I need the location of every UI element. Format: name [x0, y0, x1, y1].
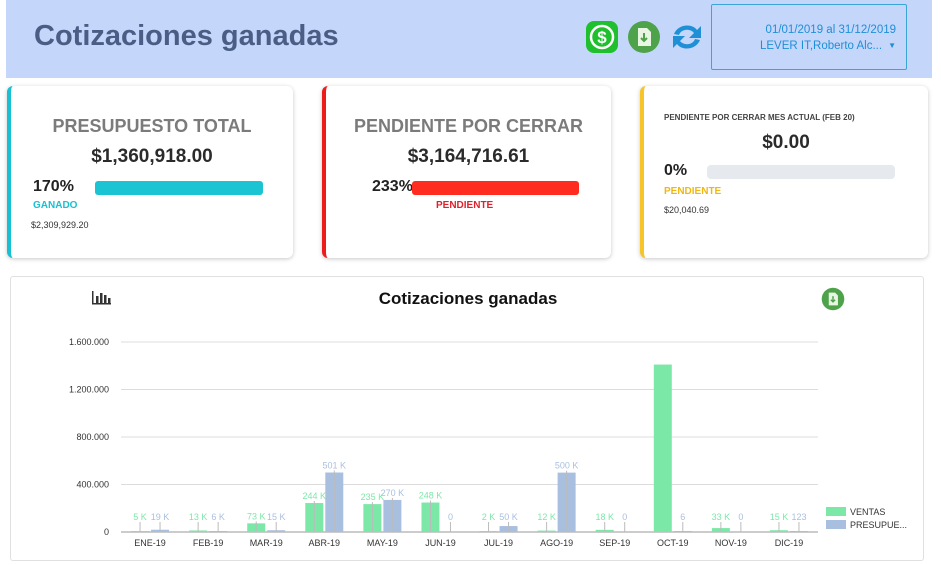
card-percent: 0%: [664, 162, 688, 179]
y-tick-label: 400.000: [76, 480, 109, 490]
data-label: 2 K: [482, 512, 496, 522]
date-filter-dropdown[interactable]: 01/01/2019 al 31/12/2019 LEVER IT,Robert…: [711, 4, 907, 70]
chart-card: Cotizaciones ganadas 0 400.000 800.000 1.20…: [10, 276, 924, 561]
data-label: 5 K: [133, 512, 147, 522]
chart-title: Cotizaciones ganadas: [378, 289, 558, 308]
svg-text:$: $: [597, 28, 607, 47]
status-label: PENDIENTE: [664, 186, 722, 197]
download-file-icon[interactable]: [821, 287, 845, 311]
card-percent: 170%: [33, 178, 74, 195]
data-label: 73 K: [247, 511, 266, 521]
card-title: PENDIENTE POR CERRAR MES ACTUAL (FEB 20): [664, 113, 855, 122]
y-tick-label: 0: [104, 527, 109, 537]
x-tick-label: MAR-19: [250, 538, 283, 548]
data-label: 33 K: [712, 512, 731, 522]
x-tick-label: ABR-19: [309, 538, 341, 548]
card-title: PRESUPUESTO TOTAL: [52, 116, 252, 136]
progress-bar: [95, 181, 263, 195]
refresh-icon[interactable]: [670, 20, 704, 54]
legend-swatch: [826, 507, 846, 516]
x-tick-label: FEB-19: [193, 538, 224, 548]
progress-bar-track: [707, 165, 895, 179]
user-filter: LEVER IT,Roberto Alc...: [759, 40, 883, 52]
page-title: Cotizaciones ganadas: [34, 20, 339, 52]
data-label: 13 K: [189, 512, 208, 522]
card-amount: $3,164,716.61: [407, 146, 530, 167]
status-label: GANADO: [33, 200, 78, 211]
data-label: 244 K: [303, 491, 327, 501]
data-label: 15 K: [770, 512, 789, 522]
date-range: 01/01/2019 al 31/12/2019: [765, 24, 896, 36]
card-sub-amount: $2,309,929.20: [31, 220, 89, 230]
y-tick-label: 1.200.000: [69, 385, 109, 395]
data-label: 500 K: [555, 461, 579, 471]
legend-label: PRESUPUE...: [850, 520, 907, 530]
x-tick-label: JUL-19: [484, 538, 513, 548]
card-amount: $1,360,918.00: [91, 146, 213, 167]
data-label: 12 K: [537, 512, 556, 522]
bar-chart: 0 400.000 800.000 1.200.000 1.600.000 ENE-19 5…: [69, 337, 907, 548]
x-tick-label: MAY-19: [367, 538, 398, 548]
data-label: 501 K: [323, 461, 347, 471]
x-tick-label: JUN-19: [425, 538, 456, 548]
chevron-down-icon: ▼: [888, 41, 896, 50]
legend-label: VENTAS: [850, 507, 885, 517]
data-label: 235 K: [361, 492, 385, 502]
data-label: 0: [448, 512, 453, 522]
status-label: PENDIENTE: [436, 200, 494, 211]
x-tick-label: OCT-19: [657, 538, 689, 548]
x-tick-label: NOV-19: [715, 538, 747, 548]
card-title: PENDIENTE POR CERRAR: [353, 116, 584, 136]
download-file-icon[interactable]: [627, 20, 661, 54]
y-tick-label: 1.600.000: [69, 337, 109, 347]
data-label: 0: [622, 512, 627, 522]
card-percent: 233%: [372, 178, 413, 195]
x-tick-label: DIC-19: [775, 538, 804, 548]
progress-bar: [412, 181, 579, 195]
bar-ventas: [653, 364, 672, 532]
data-label: 0: [738, 512, 743, 522]
data-label: 6: [680, 512, 685, 522]
dollar-icon[interactable]: $: [585, 20, 619, 54]
data-label: 18 K: [595, 512, 614, 522]
card-amount: $0.00: [762, 132, 810, 153]
card-pendiente-mes-actual: PENDIENTE POR CERRAR MES ACTUAL (FEB 20)…: [640, 86, 928, 258]
legend-swatch: [826, 520, 846, 529]
data-label: 15 K: [267, 512, 286, 522]
data-label: 6 K: [211, 512, 225, 522]
page-header: Cotizaciones ganadas $ 01/01/2019 al 31/…: [6, 0, 932, 78]
card-presupuesto-total: PRESUPUESTO TOTAL $1,360,918.00 170% GAN…: [7, 86, 293, 258]
data-label: 19 K: [151, 512, 170, 522]
data-label: 270 K: [381, 488, 405, 498]
bar-chart-icon[interactable]: [91, 287, 113, 307]
data-label: 123: [791, 512, 806, 522]
x-tick-label: ENE-19: [134, 538, 166, 548]
x-tick-label: SEP-19: [599, 538, 630, 548]
data-label: 50 K: [499, 512, 518, 522]
data-label: 248 K: [419, 491, 443, 501]
x-tick-label: AGO-19: [540, 538, 573, 548]
card-sub-amount: $20,040.69: [664, 205, 710, 215]
y-tick-label: 800.000: [76, 432, 109, 442]
card-pendiente-por-cerrar: PENDIENTE POR CERRAR $3,164,716.61 233% …: [322, 86, 611, 258]
